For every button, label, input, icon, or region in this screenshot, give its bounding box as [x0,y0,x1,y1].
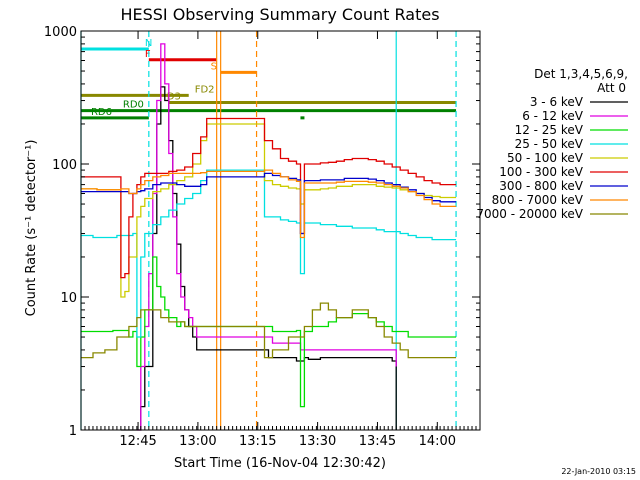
x-axis-label: Start Time (16-Nov-04 12:30:42) [174,456,386,471]
flag-layer: NFSFD2D3RD0RD6 [81,38,457,120]
flag-label-d3: D3 [167,92,181,103]
x-tick-label-5: 14:00 [419,434,456,449]
y-axis-label: Count Rate (s⁻¹ detector⁻¹) [24,140,39,317]
plot-area: NFSFD2D3RD0RD6 12:4513:0013:1513:3013:45… [44,25,481,449]
x-tick-label-0: 12:45 [119,434,156,449]
series-line-0 [120,86,397,431]
flag-label-rd0: RD0 [123,100,144,111]
legend-header-line-1: Det 1,3,4,5,6,9, [534,67,628,81]
x-tick-label-4: 13:45 [359,434,396,449]
axis-layer: 12:45 13:00 13:15 13:30 13:45 14:00 1 10 100 1000 [44,25,481,449]
series-line-8 [81,302,457,359]
x-tick-label-2: 13:15 [239,434,276,449]
legend-entry-1: 6 - 12 keV [522,109,584,123]
legend-entry-7: 800 - 7000 keV [492,193,584,207]
y-tick-label-2: 100 [52,158,77,173]
footer-date: 22-Jan-2010 03:15 [561,467,636,476]
legend-entry-3: 25 - 50 keV [515,137,584,151]
series-line-3 [81,169,457,338]
chart-title: HESSI Observing Summary Count Rates [120,5,439,24]
legend-entry-2: 12 - 25 keV [515,123,584,137]
y-tick-label-1: 10 [60,291,77,306]
series-line-5 [81,117,457,279]
legend-entry-8: 7000 - 20000 keV [476,207,583,221]
flag-label-f: F [145,49,151,60]
series-line-4 [81,123,457,298]
flag-label-fd2: FD2 [195,84,215,95]
series-line-7 [81,169,457,239]
x-tick-label-1: 13:00 [179,434,216,449]
series-layer [81,43,457,431]
flag-label-s: S [211,61,217,72]
legend-entry-4: 50 - 100 keV [507,151,584,165]
y-tick-label-0: 1 [69,424,77,439]
legend-header-line-2: Att 0 [597,81,626,95]
legend-entry-5: 100 - 300 keV [499,165,583,179]
y-tick-label-3: 1000 [44,25,77,40]
legend-entry-0: 3 - 6 keV [530,95,584,109]
x-tick-label-3: 13:30 [299,434,336,449]
legend-entry-6: 300 - 800 keV [499,179,583,193]
flag-label-rd6: RD6 [91,107,112,118]
